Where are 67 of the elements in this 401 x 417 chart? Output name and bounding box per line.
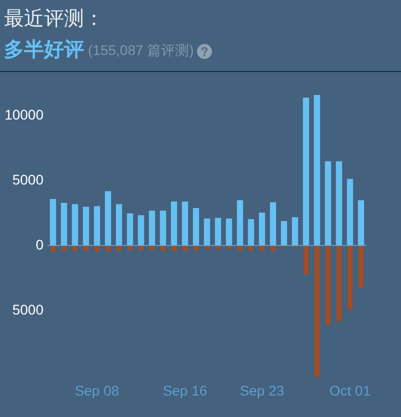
bar — [314, 95, 320, 246]
bar — [192, 208, 200, 246]
y-tick-label: 10000 — [4, 106, 44, 123]
bar — [324, 161, 332, 246]
bar — [302, 98, 310, 246]
bar — [148, 210, 156, 246]
bar — [226, 246, 232, 249]
text: (155,087 篇评测) — [88, 42, 194, 60]
bar — [215, 246, 221, 249]
x-tick-label: Oct 01 — [329, 382, 371, 398]
x-tick-label: Sep 23 — [240, 382, 284, 398]
chart-subtitle: 多半好评 — [4, 36, 84, 63]
bar — [104, 191, 112, 246]
bar — [236, 200, 244, 246]
bar — [347, 246, 353, 310]
bar — [138, 215, 144, 246]
bar — [182, 246, 188, 251]
bar — [204, 246, 210, 249]
bar — [226, 218, 232, 246]
bar — [336, 246, 342, 322]
bar — [358, 200, 364, 246]
bar — [214, 218, 222, 246]
bar — [116, 204, 122, 246]
bar — [314, 246, 320, 377]
bar — [60, 202, 68, 246]
bar — [259, 246, 265, 251]
bar — [204, 218, 210, 246]
x-tick-label: Sep 16 — [162, 382, 208, 398]
bar — [50, 198, 56, 246]
bar — [61, 246, 67, 251]
y-tick-label: 5000 — [12, 172, 44, 188]
bar — [160, 246, 166, 251]
bar — [193, 246, 199, 250]
bar — [270, 246, 276, 251]
bar — [237, 246, 243, 251]
chart-title: 最近评测： — [4, 7, 104, 32]
bar — [160, 210, 166, 246]
bar — [280, 221, 288, 246]
bar — [248, 246, 254, 251]
bar — [258, 212, 266, 246]
bar — [116, 246, 122, 251]
bar — [171, 246, 177, 251]
bar — [127, 246, 133, 250]
bar — [82, 206, 90, 246]
y-tick-label: 5000 — [12, 302, 44, 318]
bar — [94, 246, 100, 252]
bar — [94, 206, 100, 246]
bar — [105, 246, 111, 252]
bar — [270, 202, 276, 246]
bar — [358, 246, 364, 288]
bar — [72, 204, 78, 246]
bar — [292, 217, 298, 246]
bar — [50, 246, 56, 252]
bar — [182, 202, 188, 246]
bar — [346, 178, 354, 246]
bar — [138, 246, 144, 250]
bar — [248, 219, 254, 246]
bar — [325, 246, 331, 326]
bar — [170, 202, 178, 246]
bar — [126, 213, 134, 246]
bar — [303, 246, 309, 274]
bar — [72, 246, 78, 251]
bar — [336, 161, 342, 246]
bar — [83, 246, 89, 251]
y-tick-label: 0 — [36, 236, 44, 253]
x-tick-label: Sep 08 — [74, 382, 120, 398]
bar — [149, 246, 155, 250]
